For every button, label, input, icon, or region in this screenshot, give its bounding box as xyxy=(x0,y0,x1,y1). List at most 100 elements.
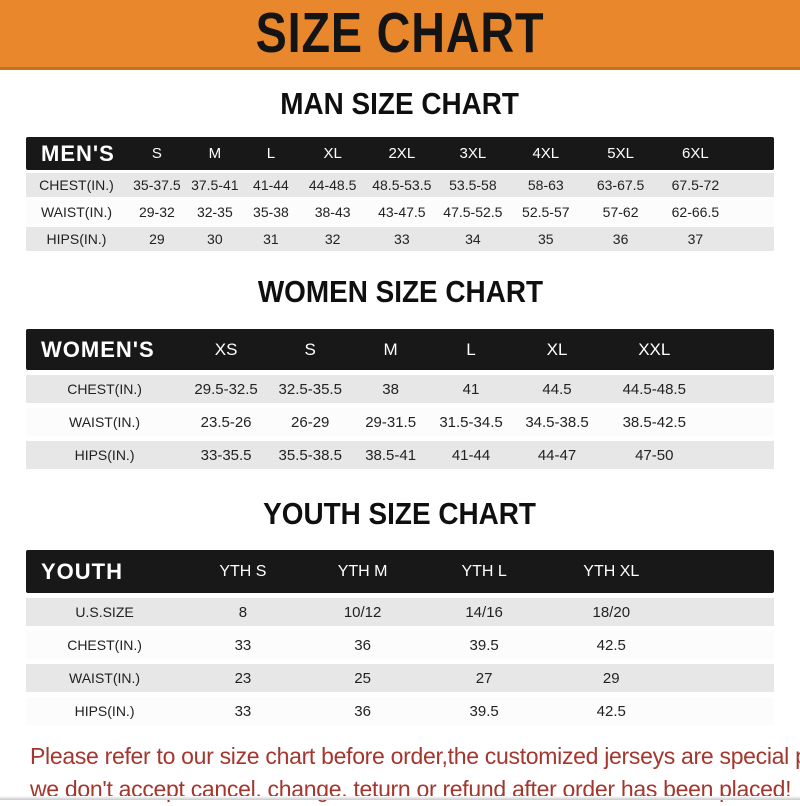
measurement-cell: 35.5-38.5 xyxy=(269,441,352,470)
measurement-cell: 30 xyxy=(186,227,243,252)
size-column-header: XL xyxy=(298,137,367,171)
size-column-header: YTH M xyxy=(302,550,423,594)
youth-size-section: YOUTH SIZE CHART YOUTH YTH S YTH M YTH L YTH … xyxy=(0,497,800,730)
measurement-cell: 14/16 xyxy=(422,598,546,627)
measurement-cell: 58-63 xyxy=(508,173,584,198)
measurement-cell: 41-44 xyxy=(429,441,513,470)
measurement-cell: 32 xyxy=(298,227,367,252)
header-row: YOUTH YTH S YTH M YTH L YTH XL xyxy=(26,550,774,594)
row-filler-cell xyxy=(732,173,774,198)
row-label-cell: CHEST(IN.) xyxy=(26,173,127,198)
measurement-cell: 53.5-58 xyxy=(437,173,509,198)
youth-table-body: U.S.SIZE 8 10/12 14/16 18/20 CHEST(IN.) 33 36 39… xyxy=(26,598,774,726)
youth-section-heading: YOUTH SIZE CHART xyxy=(263,496,537,532)
measurement-cell: 42.5 xyxy=(545,697,677,726)
size-column-header: L xyxy=(429,329,513,371)
measurement-cell: 44-48.5 xyxy=(298,173,367,198)
measurement-cell: 29 xyxy=(126,227,187,252)
measurement-cell: 23 xyxy=(183,664,303,693)
disclaimer-line-1: Please refer to our size chart before or… xyxy=(30,743,800,770)
size-column-header: YTH XL xyxy=(545,550,677,594)
measurement-cell: 34.5-38.5 xyxy=(512,408,602,437)
table-row: HIPS(IN.) 33-35.5 35.5-38.5 38.5-41 41-44 44-… xyxy=(26,441,774,470)
measurement-cell: 38-43 xyxy=(298,200,367,225)
youth-size-table: YOUTH YTH S YTH M YTH L YTH XL U.S.SIZE 8 10/12… xyxy=(26,545,774,730)
measurement-cell: 36 xyxy=(302,631,423,660)
measurement-cell: 23.5-26 xyxy=(183,408,270,437)
row-filler-cell xyxy=(706,441,774,470)
measurement-cell: 33-35.5 xyxy=(183,441,270,470)
measurement-cell: 25 xyxy=(302,664,423,693)
table-row: U.S.SIZE 8 10/12 14/16 18/20 xyxy=(26,598,774,627)
women-size-section: WOMEN SIZE CHART WOMEN'S XS S M L XL XXL CHEST(I… xyxy=(0,274,800,474)
table-row: WAIST(IN.) 29-32 32-35 35-38 38-43 43-47.5 47.… xyxy=(26,200,774,225)
row-filler-cell xyxy=(732,200,774,225)
row-label-cell: HIPS(IN.) xyxy=(26,227,127,252)
measurement-cell: 32.5-35.5 xyxy=(269,375,352,404)
size-column-header: 4XL xyxy=(508,137,584,171)
row-filler-cell xyxy=(732,227,774,252)
measurement-cell: 33 xyxy=(183,631,303,660)
measurement-cell: 63-67.5 xyxy=(583,173,658,198)
size-column-header: XS xyxy=(183,329,270,371)
women-table-head: WOMEN'S XS S M L XL XXL xyxy=(26,329,774,371)
men-size-table: MEN'S S M L XL 2XL 3XL 4XL 5XL 6XL CHEST(IN.) 35-37… xyxy=(26,134,774,254)
men-heading-wrap: MAN SIZE CHART xyxy=(0,86,800,121)
measurement-cell: 44.5 xyxy=(512,375,602,404)
measurement-cell: 36 xyxy=(583,227,658,252)
header-filler-cell xyxy=(706,329,774,371)
table-row: CHEST(IN.) 35-37.5 37.5-41 41-44 44-48.5 48.5… xyxy=(26,173,774,198)
row-filler-cell xyxy=(706,408,774,437)
measurement-cell: 29.5-32.5 xyxy=(183,375,270,404)
measurement-cell: 48.5-53.5 xyxy=(366,173,438,198)
size-column-header: M xyxy=(186,137,243,171)
measurement-cell: 47.5-52.5 xyxy=(437,200,509,225)
measurement-cell: 47-50 xyxy=(601,441,707,470)
size-column-header: M xyxy=(351,329,430,371)
measurement-cell: 37.5-41 xyxy=(186,173,243,198)
table-row: WAIST(IN.) 23 25 27 29 xyxy=(26,664,774,693)
size-column-header: YTH L xyxy=(422,550,546,594)
measurement-cell: 52.5-57 xyxy=(508,200,584,225)
table-title-cell: YOUTH xyxy=(26,550,184,594)
men-size-section: MAN SIZE CHART MEN'S S M L XL 2XL 3XL 4XL 5XL 6XL C… xyxy=(0,86,800,254)
men-table-body: CHEST(IN.) 35-37.5 37.5-41 41-44 44-48.5 48.5… xyxy=(26,173,774,252)
table-row: CHEST(IN.) 33 36 39.5 42.5 xyxy=(26,631,774,660)
measurement-cell: 33 xyxy=(366,227,438,252)
measurement-cell: 44.5-48.5 xyxy=(601,375,707,404)
row-label-cell: CHEST(IN.) xyxy=(26,631,184,660)
row-label-cell: WAIST(IN.) xyxy=(26,200,127,225)
measurement-cell: 31 xyxy=(242,227,299,252)
table-row: WAIST(IN.) 23.5-26 26-29 29-31.5 31.5-34.5 34… xyxy=(26,408,774,437)
measurement-cell: 62-66.5 xyxy=(657,200,733,225)
page-title: SIZE CHART xyxy=(255,1,545,65)
row-filler-cell xyxy=(706,375,774,404)
measurement-cell: 39.5 xyxy=(422,631,546,660)
women-table-body: CHEST(IN.) 29.5-32.5 32.5-35.5 38 41 44.5 44.5… xyxy=(26,375,774,470)
header-row: WOMEN'S XS S M L XL XXL xyxy=(26,329,774,371)
measurement-cell: 39.5 xyxy=(422,697,546,726)
measurement-cell: 35-37.5 xyxy=(126,173,187,198)
men-section-heading: MAN SIZE CHART xyxy=(280,86,520,121)
youth-table-head: YOUTH YTH S YTH M YTH L YTH XL xyxy=(26,550,774,594)
size-charts-container: MAN SIZE CHART MEN'S S M L XL 2XL 3XL 4XL 5XL 6XL C… xyxy=(0,86,800,730)
men-table-head: MEN'S S M L XL 2XL 3XL 4XL 5XL 6XL xyxy=(26,137,774,171)
measurement-cell: 29-31.5 xyxy=(351,408,430,437)
size-column-header: YTH S xyxy=(183,550,303,594)
row-label-cell: WAIST(IN.) xyxy=(26,664,184,693)
measurement-cell: 32-35 xyxy=(186,200,243,225)
women-section-heading: WOMEN SIZE CHART xyxy=(257,274,543,310)
header-filler-cell xyxy=(732,137,774,171)
measurement-cell: 41 xyxy=(429,375,513,404)
row-label-cell: HIPS(IN.) xyxy=(26,697,184,726)
measurement-cell: 10/12 xyxy=(302,598,423,627)
row-filler-cell xyxy=(676,697,774,726)
measurement-cell: 43-47.5 xyxy=(366,200,438,225)
row-label-cell: WAIST(IN.) xyxy=(26,408,184,437)
measurement-cell: 29 xyxy=(545,664,677,693)
size-column-header: L xyxy=(242,137,299,171)
table-row: HIPS(IN.) 33 36 39.5 42.5 xyxy=(26,697,774,726)
measurement-cell: 42.5 xyxy=(545,631,677,660)
size-column-header: XXL xyxy=(601,329,707,371)
